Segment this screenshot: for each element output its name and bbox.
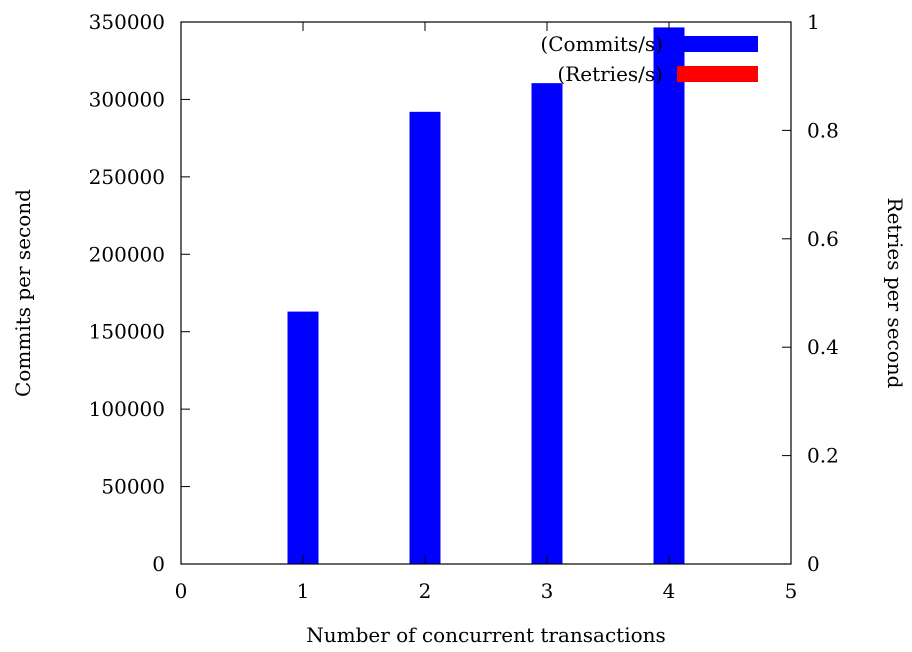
y-axis-label: Commits per second [11, 189, 35, 397]
x-tick-label: 5 [785, 579, 798, 603]
y-tick-label: 0 [152, 552, 165, 576]
y-tick-label: 150000 [89, 320, 165, 344]
y-tick-label: 250000 [89, 165, 165, 189]
x-tick-label: 1 [297, 579, 310, 603]
y-tick-label: 300000 [89, 87, 165, 111]
bar-commits-4 [653, 27, 685, 565]
y2-tick-label: 1 [807, 10, 820, 34]
y2-tick-label: 0.8 [807, 118, 839, 142]
bars-layer [287, 27, 685, 565]
legend-label-commits: (Commits/s) [540, 32, 663, 56]
legend-label-retries: (Retries/s) [557, 62, 663, 86]
x-tick-label: 4 [663, 579, 676, 603]
legend-swatch-commits [677, 36, 758, 52]
y2-tick-label: 0.6 [807, 227, 839, 251]
y-tick-label: 350000 [89, 10, 165, 34]
plot-frame [180, 21, 792, 565]
bar-commits-1 [287, 311, 319, 564]
legend-swatch-retries [677, 66, 758, 82]
y2-axis-label: Retries per second [883, 198, 907, 389]
y-tick-label: 50000 [101, 475, 165, 499]
y2-tick-label: 0.4 [807, 335, 839, 359]
y-tick-label: 200000 [89, 242, 165, 266]
y-tick-label: 100000 [89, 397, 165, 421]
x-tick-label: 2 [419, 579, 432, 603]
y2-tick-label: 0.2 [807, 444, 839, 468]
x-tick-label: 3 [541, 579, 554, 603]
bar-commits-3 [531, 83, 563, 564]
x-axis-label: Number of concurrent transactions [306, 623, 666, 647]
ticks-layer: 0 1 2 3 4 50500001000001500002000002500003000… [89, 10, 839, 603]
bar-commits-2 [409, 111, 441, 565]
x-tick-label: 0 [175, 579, 188, 603]
legend: (Commits/s) (Retries/s) [540, 32, 758, 86]
y2-tick-label: 0 [807, 552, 820, 576]
